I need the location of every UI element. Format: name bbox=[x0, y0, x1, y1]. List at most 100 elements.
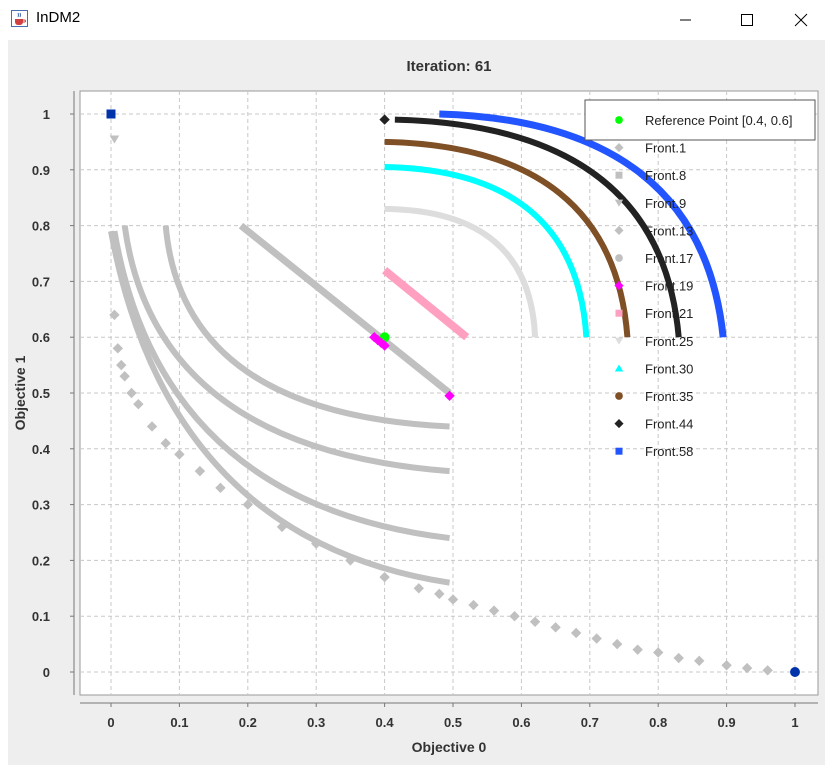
point-front-1 bbox=[550, 622, 561, 633]
front-curve-front-25 bbox=[384, 205, 539, 338]
legend-item-label: Front.1 bbox=[645, 141, 686, 156]
legend-item-label: Front.19 bbox=[645, 279, 693, 294]
point-front-1 bbox=[109, 309, 120, 321]
point-front-1 bbox=[632, 644, 643, 655]
point-front-1 bbox=[434, 588, 445, 600]
x-tick-label: 0.3 bbox=[307, 715, 325, 730]
front-curve-front-8 bbox=[111, 230, 450, 542]
chart-title: Iteration: 61 bbox=[406, 58, 491, 75]
point-front-1 bbox=[611, 638, 623, 650]
point-front-1 bbox=[694, 655, 705, 667]
front-curve-front-30 bbox=[384, 164, 590, 338]
legend-swatch bbox=[615, 171, 623, 179]
x-tick-label: 0.8 bbox=[649, 715, 667, 730]
legend-swatch bbox=[614, 364, 624, 372]
point-front-1 bbox=[741, 662, 753, 674]
front-curve-front-17 bbox=[238, 222, 452, 396]
window-titlebar: InDM2 bbox=[0, 0, 825, 40]
close-icon[interactable] bbox=[778, 0, 824, 40]
front-curve-front-1 bbox=[108, 230, 451, 586]
java-cup-icon bbox=[11, 10, 28, 27]
legend-swatch bbox=[614, 143, 624, 153]
grid bbox=[80, 91, 818, 695]
minimize-icon[interactable] bbox=[662, 0, 708, 40]
point-front-58 bbox=[790, 667, 800, 677]
legend-item-label: Front.9 bbox=[645, 196, 686, 211]
y-tick-label: 1 bbox=[43, 107, 50, 122]
legend-swatch bbox=[615, 116, 623, 124]
maximize-icon[interactable] bbox=[724, 0, 770, 40]
legend-swatch bbox=[615, 254, 623, 262]
point-front-1 bbox=[146, 421, 158, 432]
front-curve-front-58 bbox=[439, 110, 727, 338]
legend-item-label: Front.25 bbox=[645, 334, 693, 349]
scatter-chart: Iteration: 61 0 0.1 0.2 0.3 0.4 0.5 0.6 0.7 0.8 0.… bbox=[12, 58, 819, 755]
x-tick-label: 0.4 bbox=[376, 715, 395, 730]
legend-item-label: Front.30 bbox=[645, 361, 693, 376]
point-front-1 bbox=[570, 627, 582, 639]
front-curve-front-44 bbox=[394, 116, 682, 338]
y-axis-label: Objective 1 bbox=[12, 355, 28, 430]
x-tick-label: 0.7 bbox=[581, 715, 599, 730]
point-front-19 bbox=[379, 340, 390, 351]
y-tick-label: 0 bbox=[43, 665, 50, 680]
x-tick-label: 0.5 bbox=[444, 715, 462, 730]
point-front-1 bbox=[673, 652, 684, 664]
chart-panel: Iteration: 61 0 0.1 0.2 0.3 0.4 0.5 0.6 0.7 0.8 0.… bbox=[8, 40, 825, 765]
legend-swatch bbox=[615, 309, 623, 317]
legend-item-label: Front.58 bbox=[645, 444, 693, 459]
point-front-1 bbox=[345, 555, 356, 566]
point-front-1 bbox=[653, 647, 664, 658]
legend-item-label: Front.17 bbox=[645, 251, 693, 266]
x-tick-label: 0.2 bbox=[239, 715, 257, 730]
legend-swatch bbox=[614, 337, 624, 345]
y-tick-label: 0.6 bbox=[32, 330, 50, 345]
legend-swatch bbox=[614, 199, 624, 207]
window-title: InDM2 bbox=[36, 9, 81, 26]
point-front-1 bbox=[174, 449, 185, 460]
legend-item-label: Front.21 bbox=[645, 306, 693, 321]
legend-item-label: Front.8 bbox=[645, 168, 686, 183]
front-curve-front-35 bbox=[384, 138, 631, 338]
point-front-1 bbox=[762, 665, 773, 676]
legend-swatch bbox=[615, 447, 623, 455]
point-front-19 bbox=[444, 390, 455, 401]
point-front-1 bbox=[126, 387, 137, 399]
point-front-1 bbox=[194, 465, 206, 477]
point-front-1 bbox=[591, 633, 602, 644]
legend-swatch bbox=[614, 419, 624, 429]
legend-item-label: Front.35 bbox=[645, 389, 693, 404]
legend-item-label: Front.44 bbox=[645, 417, 693, 432]
point-front-1 bbox=[447, 594, 459, 605]
point-front-1 bbox=[413, 583, 424, 594]
point-front-9 bbox=[109, 135, 120, 144]
point-front-58 bbox=[106, 109, 116, 119]
x-tick-label: 1 bbox=[791, 715, 798, 730]
point-front-44 bbox=[379, 114, 390, 125]
y-tick-label: 0.5 bbox=[32, 386, 50, 401]
legend-swatch bbox=[614, 225, 624, 235]
y-tick-label: 0.4 bbox=[32, 442, 51, 457]
point-front-1 bbox=[379, 571, 390, 583]
point-front-1 bbox=[509, 611, 520, 622]
x-tick-label: 0.6 bbox=[512, 715, 530, 730]
y-tick-label: 0.2 bbox=[32, 553, 50, 568]
point-front-1 bbox=[529, 616, 541, 627]
point-front-1 bbox=[160, 438, 171, 449]
x-tick-label: 0.9 bbox=[718, 715, 736, 730]
y-tick-label: 0.9 bbox=[32, 163, 50, 178]
x-axis-label: Objective 0 bbox=[412, 739, 487, 755]
y-tick-label: 0.1 bbox=[32, 609, 50, 624]
y-tick-label: 0.3 bbox=[32, 498, 50, 513]
front-curve-front-9 bbox=[121, 225, 450, 475]
x-tick-label: 0 bbox=[107, 715, 114, 730]
point-front-1 bbox=[721, 660, 732, 671]
legend-item-label: Reference Point [0.4, 0.6] bbox=[645, 113, 792, 128]
point-front-1 bbox=[488, 605, 500, 616]
point-front-1 bbox=[468, 599, 479, 611]
legend-item-label: Front.13 bbox=[645, 223, 693, 238]
x-tick-label: 0.1 bbox=[170, 715, 188, 730]
point-front-1 bbox=[215, 482, 226, 494]
point-front-1 bbox=[242, 499, 253, 510]
legend-swatch bbox=[614, 281, 624, 291]
